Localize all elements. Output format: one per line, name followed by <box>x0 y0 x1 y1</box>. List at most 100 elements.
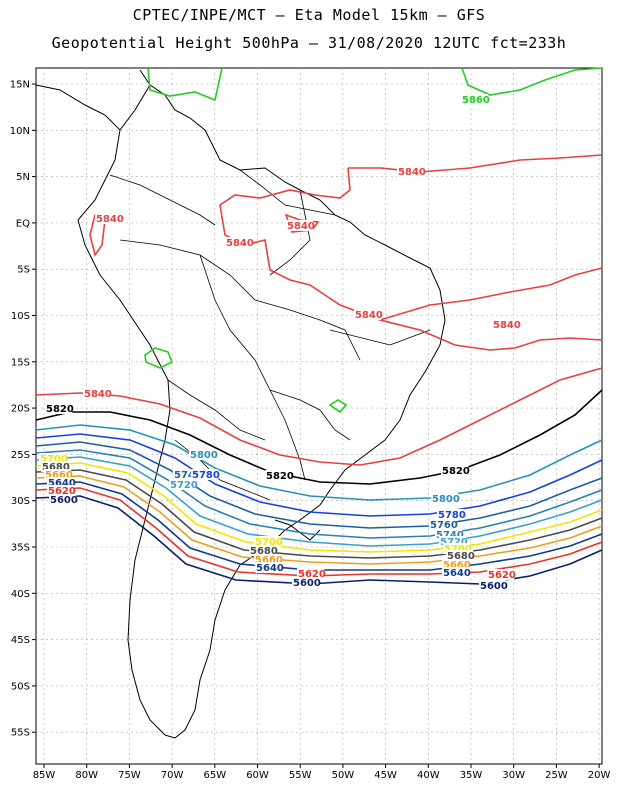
contour-label: 5660 <box>45 470 73 481</box>
contour-label-bg <box>429 519 457 530</box>
contour-label: 5720 <box>170 480 198 491</box>
axis-ticks: 85W 80W 75W 70W 65W 60W 55W 50W 45W 40W 35W 30W 25W 2… <box>10 80 611 782</box>
tick-label-lat: 35S <box>11 543 30 554</box>
contour-label-bg <box>487 569 515 580</box>
contour-line <box>35 449 603 539</box>
chart-title-line2: Geopotential Height 500hPa – 31/08/2020 … <box>51 34 567 52</box>
contour-label: 5840 <box>355 310 383 321</box>
contour-label: 5640 <box>256 563 284 574</box>
tick-label-lon: 35W <box>460 770 483 781</box>
contour-line <box>35 462 603 553</box>
tick-label-lon: 25W <box>545 770 568 781</box>
contour-label-bg <box>41 461 69 472</box>
contour-label: 5760 <box>430 520 458 531</box>
tick-label-lon: 20W <box>588 770 611 781</box>
tick-label-lon: 45W <box>374 770 397 781</box>
contour-label-bg <box>49 494 77 505</box>
contour-label-bg <box>189 449 217 460</box>
contour-label-bg <box>442 559 470 570</box>
tick-label-lat: 40S <box>11 589 30 600</box>
tick-label-lon: 55W <box>289 770 312 781</box>
contour-label: 5660 <box>443 560 471 571</box>
contour-label: 5680 <box>250 546 278 557</box>
tick-label-lon: 30W <box>502 770 525 781</box>
contour-label-bg <box>83 388 111 399</box>
tick-label-lon: 40W <box>417 770 440 781</box>
contour-label-bg <box>437 509 465 520</box>
contour-label: 5700 <box>40 454 68 465</box>
contour-label-bg <box>255 562 283 573</box>
contour-label-bg <box>47 477 75 488</box>
tick-label-lat: 25S <box>11 450 30 461</box>
tick-label-lat: 10S <box>11 311 30 322</box>
contour-label: 5800 <box>190 450 218 461</box>
tick-label-lat: 50S <box>11 681 30 692</box>
contour-label: 5840 <box>96 214 124 225</box>
contour-label-bg <box>265 470 293 481</box>
contour-line <box>35 475 603 565</box>
contour-line <box>144 347 174 369</box>
tick-label-lat: 15S <box>11 357 30 368</box>
contour-label: 5620 <box>488 570 516 581</box>
contour-label-bg <box>443 543 471 554</box>
chart-title-line1: CPTEC/INPE/MCT – Eta Model 15km – GFS <box>132 6 486 24</box>
contour-label: 5720 <box>440 537 468 548</box>
contour-line <box>379 267 603 321</box>
tick-label-lon: 60W <box>246 770 269 781</box>
tick-label-lat: 15N <box>10 80 30 91</box>
contour-label: 5700 <box>255 537 283 548</box>
contour-label-bg <box>45 403 73 414</box>
tick-label-lat: 10N <box>10 126 30 137</box>
contour-label-bg <box>492 319 520 330</box>
contour-label-bg <box>44 469 72 480</box>
contour-line <box>35 433 603 517</box>
contour-label-bg <box>435 529 463 540</box>
contour-line <box>35 367 603 466</box>
contour-line <box>35 424 603 501</box>
contour-labels: 5860 5840 5840 5840 5840 5840 5840 5840 5820 5820… <box>39 94 521 592</box>
contour-label: 5840 <box>398 167 426 178</box>
contour-label: 5600 <box>50 495 78 506</box>
contour-label: 5680 <box>447 551 475 562</box>
contour-line <box>461 67 603 96</box>
contour-label: 5740 <box>174 470 202 481</box>
contour-line <box>35 389 603 485</box>
contour-label: 5620 <box>298 569 326 580</box>
contour-line <box>219 167 603 351</box>
contour-label: 5780 <box>438 510 466 521</box>
contour-label: 5820 <box>442 466 470 477</box>
contour-label: 5860 <box>462 95 490 106</box>
contour-label-bg <box>47 485 75 496</box>
contour-label: 5840 <box>84 389 112 400</box>
contour-label-bg <box>249 545 277 556</box>
contour-label: 5780 <box>192 470 220 481</box>
tick-label-lat: 45S <box>11 635 30 646</box>
country-borders <box>109 169 431 501</box>
contour-label: 5640 <box>443 568 471 579</box>
contour-label: 5800 <box>432 494 460 505</box>
contour-label: 5820 <box>46 404 74 415</box>
contour-label: 5820 <box>266 471 294 482</box>
contour-label-bg <box>191 469 219 480</box>
tick-label-lon: 70W <box>161 770 184 781</box>
tick-label-lon: 75W <box>118 770 141 781</box>
contour-label-bg <box>173 469 201 480</box>
contour-label-bg <box>254 536 282 547</box>
contour-line <box>147 67 223 102</box>
tick-label-lon: 65W <box>203 770 226 781</box>
contour-label: 5620 <box>48 486 76 497</box>
contour-label-bg <box>431 493 459 504</box>
tick-label-lat: EQ <box>16 218 30 229</box>
tick-label-lat: 5N <box>16 172 30 183</box>
contour-label-bg <box>446 550 474 561</box>
contour-label: 5840 <box>493 320 521 331</box>
contour-label: 5840 <box>226 238 254 249</box>
contour-line <box>35 441 603 529</box>
contour-label-bg <box>292 577 320 588</box>
contour-label: 5740 <box>436 530 464 541</box>
tick-label-lon: 50W <box>332 770 355 781</box>
contour-label: 5840 <box>287 221 315 232</box>
contour-line <box>328 399 348 414</box>
contour-label-bg <box>397 166 425 177</box>
